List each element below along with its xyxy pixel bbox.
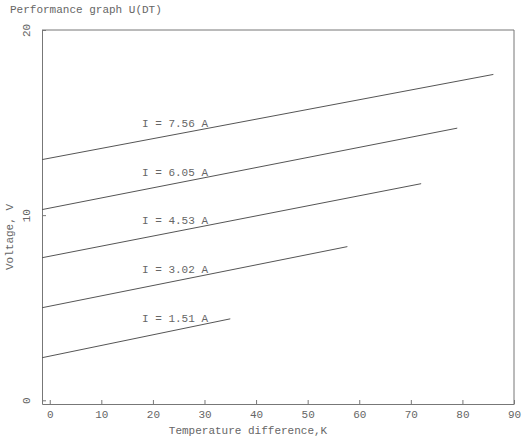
x-tick-label: 40 — [250, 409, 263, 421]
x-tick: 10 — [95, 400, 108, 421]
x-tick-mark — [514, 400, 515, 404]
x-tick-mark — [204, 400, 205, 404]
x-tick-label: 20 — [147, 409, 160, 421]
y-tick: 20 — [21, 24, 46, 37]
series-labels: I = 7.56 A I = 6.05 A I = 4.53 A I = 3.02 A… — [142, 118, 208, 326]
x-tick-mark — [462, 400, 463, 404]
series-label: I = 6.05 A — [142, 167, 208, 179]
x-tick: 80 — [456, 400, 469, 421]
y-tick-label: 10 — [21, 209, 33, 222]
series-label: I = 3.02 A — [142, 264, 208, 276]
x-tick: 50 — [302, 400, 315, 421]
series-line — [42, 184, 421, 258]
y-tick: 0 — [21, 397, 46, 404]
x-tick-mark — [153, 400, 154, 404]
y-tick-label: 20 — [21, 24, 33, 37]
x-tick-label: 90 — [508, 409, 521, 421]
x-tick-label: 10 — [95, 409, 108, 421]
x-tick-label: 30 — [198, 409, 211, 421]
x-axis-line — [43, 404, 515, 405]
x-tick-label: 60 — [353, 409, 366, 421]
x-tick-mark — [101, 400, 102, 404]
y-axis: 0 10 20 — [21, 24, 46, 405]
plot: 0 10 20 30 40 50 60 70 80 90 0 10 20 I = 7.56 A I = 6.… — [21, 24, 521, 421]
x-tick-mark — [411, 400, 412, 404]
y-tick-mark — [42, 215, 46, 216]
y-axis-title: Voltage, V — [4, 204, 16, 270]
series-line — [42, 74, 493, 159]
x-tick-label: 0 — [47, 409, 54, 421]
x-tick-mark — [308, 400, 309, 404]
x-axis-title: Temperature difference,K — [169, 425, 328, 437]
x-tick-label: 80 — [456, 409, 469, 421]
x-tick: 0 — [47, 400, 54, 421]
x-tick-mark — [359, 400, 360, 404]
x-axis: 0 10 20 30 40 50 60 70 80 90 — [43, 400, 522, 421]
x-tick: 90 — [508, 400, 521, 421]
x-tick-label: 70 — [405, 409, 418, 421]
y-axis-line — [42, 31, 43, 405]
x-tick: 70 — [405, 400, 418, 421]
frame-right — [514, 30, 515, 404]
y-tick: 10 — [21, 209, 46, 222]
lines — [42, 74, 493, 357]
x-tick-mark — [50, 400, 51, 404]
frame-top — [42, 30, 514, 31]
x-tick-label: 50 — [302, 409, 315, 421]
chart: 0 10 20 30 40 50 60 70 80 90 0 10 20 I = 7.56 A I = 6.… — [0, 0, 530, 440]
series-label: I = 7.56 A — [142, 118, 208, 130]
y-tick-mark — [42, 400, 46, 401]
x-tick: 30 — [198, 400, 211, 421]
x-tick: 40 — [250, 400, 263, 421]
series-line — [42, 128, 457, 209]
x-tick-mark — [256, 400, 257, 404]
series-line — [42, 247, 347, 308]
y-tick-mark — [42, 30, 46, 31]
x-tick: 20 — [147, 400, 160, 421]
x-tick: 60 — [353, 400, 366, 421]
series-label: I = 1.51 A — [142, 313, 208, 325]
title: Performance graph U(DT) — [10, 4, 162, 16]
y-tick-label: 0 — [21, 397, 33, 404]
series-label: I = 4.53 A — [142, 215, 208, 227]
